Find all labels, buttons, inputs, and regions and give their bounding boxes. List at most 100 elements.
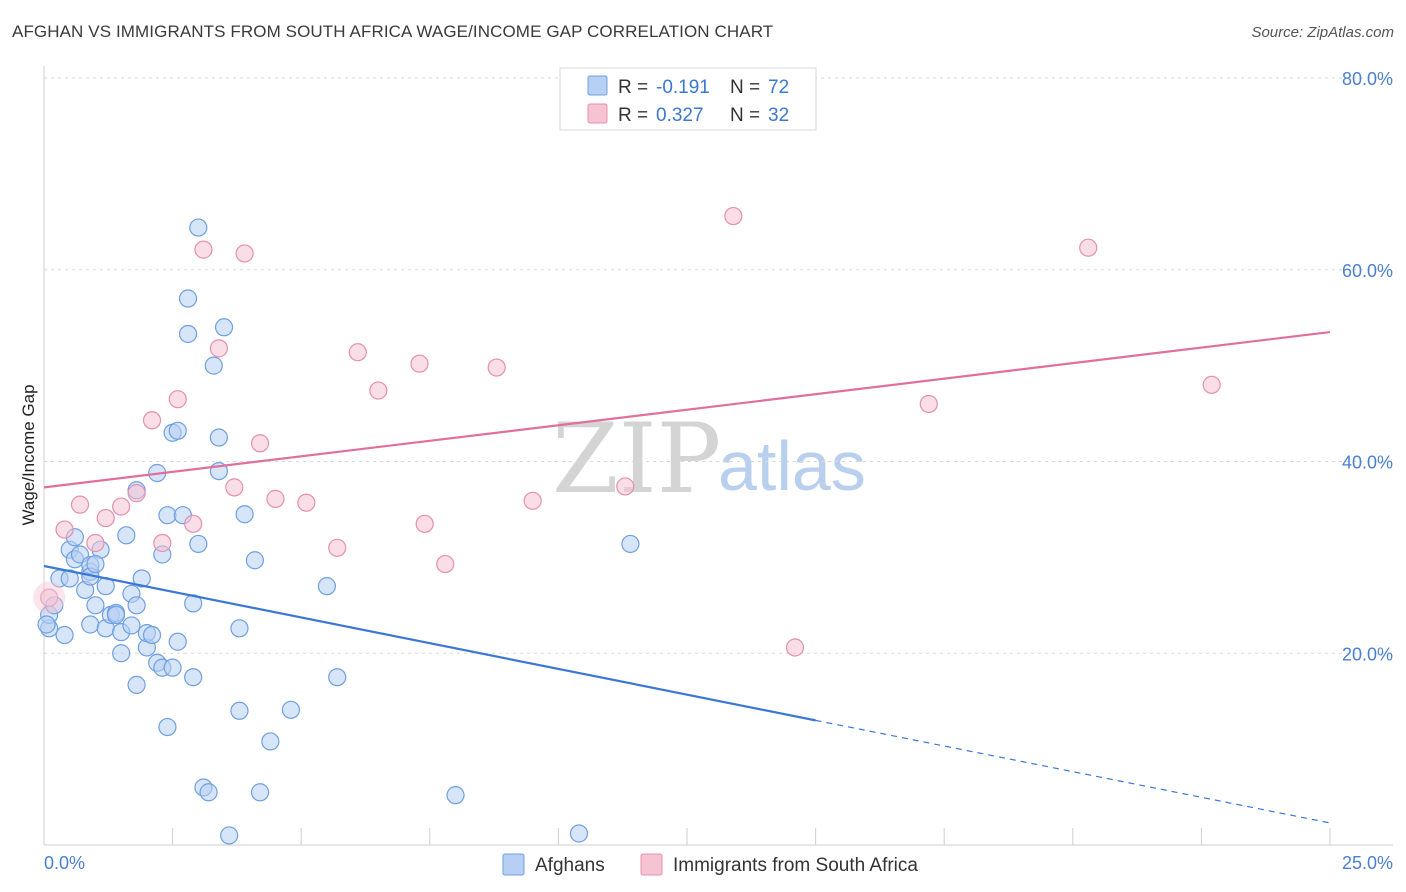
south-africa-point [250,434,270,453]
south-africa-point [266,489,285,508]
afghan-point [261,732,280,751]
south-africa-point [919,394,938,414]
south-africa-point [40,588,59,607]
south-africa-point [1079,238,1098,257]
south-africa-point [70,495,90,514]
afghan-point [230,701,249,720]
legend-r-label-2: R = [618,105,648,126]
legend-swatch-blue [587,75,608,96]
axes: 20.0% 40.0% 60.0% 80.0% [43,66,1393,846]
south-africa-trend-line [43,330,1331,489]
afghan-point [86,596,105,615]
legend-n-label-1: N = [730,77,760,98]
afghan-trend-extension [815,719,1331,824]
afghan-point [81,615,100,634]
south-africa-point [225,478,244,497]
afghan-point [142,625,162,645]
afghan-point [55,625,74,645]
afghan-point [127,675,146,694]
south-africa-point [785,638,805,657]
south-africa-point-large [33,581,66,614]
south-africa-point [410,354,429,373]
south-africa-point [369,381,388,400]
afghan-point [209,428,228,447]
south-africa-point [112,497,131,516]
watermark-atlas: atlas [718,427,866,505]
afghan-point [168,632,187,651]
south-africa-point [724,206,743,226]
south-africa-point [436,554,455,574]
afghan-point [112,644,131,663]
afghan-point [37,615,56,634]
afghan-point [178,289,198,308]
south-africa-point [328,538,347,557]
correlation-legend: R = -0.191 N = 72 R = 0.327 N = 32 [559,67,817,131]
afghan-point [245,551,265,570]
afghan-point [122,616,141,635]
legend-r-value-1: -0.191 [656,77,710,98]
afghan-point [86,554,105,574]
south-africa-point [127,484,146,503]
afghan-point [214,318,234,337]
afghan-point [132,569,151,588]
afghan-point [199,783,218,802]
afghan-point [106,605,126,625]
afghan-point [220,826,239,845]
south-africa-point [96,508,115,528]
afghan-point [204,356,223,375]
afghan-point [163,658,182,677]
series-legend: Afghans Immigrants from South Africa [502,853,918,876]
watermark-zip: ZIP [552,403,721,515]
afghan-point [621,534,640,554]
south-africa-point [142,411,162,430]
south-africa-point [235,244,254,263]
afghan-point [60,569,79,588]
afghan-point [328,668,347,687]
legend-n-value-1: 72 [768,77,789,98]
afghan-point [317,577,337,596]
bottom-legend-afghans: Afghans [535,855,605,876]
afghan-point [178,324,198,344]
legend-swatch-pink [587,103,608,124]
legend-r-value-2: 0.327 [656,105,704,126]
afghan-point [117,526,136,545]
south-africa-point [55,520,74,539]
y-axis-label: Wage/Income Gap [19,384,38,525]
afghan-point [158,506,177,525]
series-south-africa [33,206,1221,657]
legend-n-label-2: N = [730,105,760,126]
grid [44,77,1393,654]
south-africa-point [153,533,172,553]
south-africa-point [297,493,316,512]
afghan-point [184,668,203,687]
legend-r-label-1: R = [618,77,648,98]
y-tick-label: 60.0% [1342,261,1393,281]
afghan-point [250,783,270,802]
south-africa-point [1202,375,1221,394]
series-afghans [37,218,640,845]
bottom-legend-swatch-afghans [502,853,525,876]
south-africa-point [184,514,203,533]
source-label: Source: ZipAtlas.com [1251,24,1394,41]
south-africa-point [86,533,105,553]
south-africa-point [168,390,187,409]
x-tick-max: 25.0% [1342,853,1393,873]
y-tick-label: 20.0% [1342,644,1393,664]
bottom-legend-swatch-south-africa [640,853,663,876]
legend-n-value-2: 32 [768,105,789,126]
afghan-point [235,505,254,524]
y-tick-label: 80.0% [1342,69,1393,89]
south-africa-point [523,491,542,510]
south-africa-point [616,477,635,496]
afghan-point [168,421,187,440]
y-tick-label: 40.0% [1342,453,1393,473]
afghan-point [446,786,465,805]
x-tick-min: 0.0% [44,853,85,873]
afghan-point [158,717,177,737]
trend-lines [43,330,1331,824]
afghan-point [127,596,146,615]
afghan-point [569,824,589,843]
chart-title: AFGHAN VS IMMIGRANTS FROM SOUTH AFRICA W… [12,22,774,41]
afghan-point [189,534,208,554]
